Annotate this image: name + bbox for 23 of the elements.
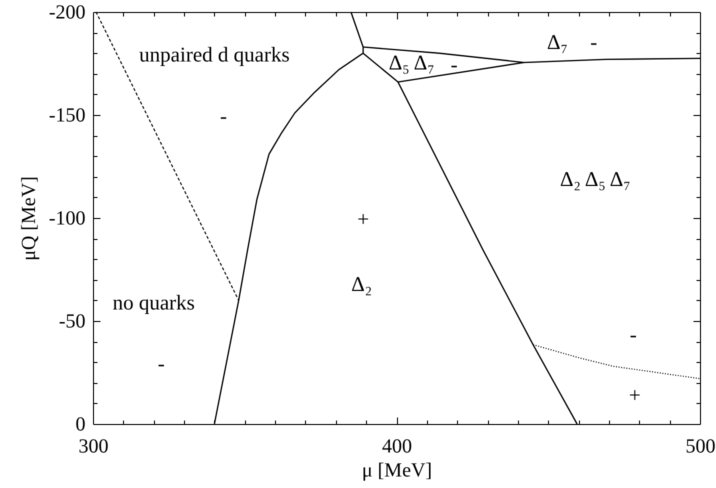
x-tick-label: 400 [382, 436, 412, 458]
y-tick-label: 0 [76, 414, 86, 436]
annotation: Δ₂ Δ₅ Δ₇ [560, 166, 631, 191]
x-tick-label: 500 [686, 436, 716, 458]
annotation: Δ₂ [351, 272, 372, 296]
y-tick-label: -150 [48, 104, 86, 126]
y-tick-label: -200 [48, 2, 86, 24]
annotation: Δ₇ [546, 30, 568, 54]
annotation: unpaired d quarks [139, 42, 290, 66]
annotation: + [628, 383, 641, 408]
annotation: no quarks [112, 290, 195, 314]
x-tick-label: 300 [78, 436, 108, 458]
annotation: - [590, 30, 598, 54]
annotation: - [220, 104, 228, 128]
annotation: + [357, 207, 370, 232]
annotation: - [158, 351, 165, 376]
y-axis-title: μQ [MeV] [18, 176, 40, 261]
y-tick-label: -50 [58, 310, 86, 332]
x-axis-title: μ [MeV] [362, 460, 432, 482]
annotation: Δ₅ Δ₇ [388, 50, 435, 74]
annotation: - [630, 322, 637, 346]
annotation: - [450, 52, 458, 77]
y-tick-label: -100 [48, 208, 86, 230]
